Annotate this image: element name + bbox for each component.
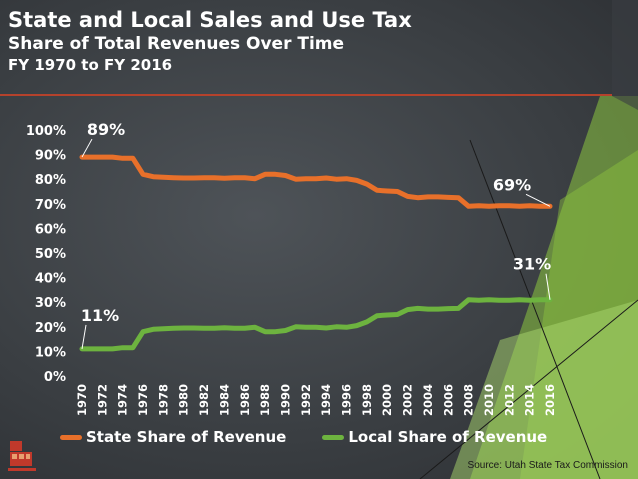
data-label: 89%: [87, 120, 125, 139]
legend-item-state: State Share of Revenue: [60, 428, 286, 446]
utah-map-logo-icon: [8, 441, 36, 471]
legend-label-local: Local Share of Revenue: [348, 428, 548, 446]
legend-label-state: State Share of Revenue: [86, 428, 287, 446]
decor-facet: [450, 300, 638, 479]
y-tick-label: 40%: [35, 272, 66, 287]
x-tick-label: 1984: [217, 384, 231, 416]
x-tick-label: 1994: [319, 384, 333, 416]
decor-green-shapes: [419, 0, 638, 479]
data-label-leader: [81, 138, 93, 158]
x-tick-label: 1998: [360, 384, 374, 416]
title-underline: [0, 94, 612, 96]
chart-subtitle: Share of Total Revenues Over Time: [8, 34, 345, 54]
x-tick-label: 1988: [258, 384, 272, 416]
y-tick-label: 70%: [35, 198, 66, 213]
y-tick-label: 0%: [44, 370, 66, 385]
legend-swatch-state: [60, 434, 82, 440]
x-tick-label: 2012: [502, 384, 516, 416]
title-block: State and Local Sales and Use Tax Share …: [8, 8, 412, 75]
y-tick-label: 50%: [35, 247, 66, 262]
data-label: 31%: [513, 255, 551, 274]
decor-facet: [612, 0, 638, 110]
x-tick-label: 1992: [299, 384, 313, 416]
x-tick-label: 2006: [441, 384, 455, 416]
x-tick-label: 1982: [197, 384, 211, 416]
data-label: 11%: [81, 306, 119, 325]
chart-legend: State Share of Revenue Local Share of Re…: [60, 428, 547, 446]
data-label-leader: [525, 193, 551, 207]
legend-item-local: Local Share of Revenue: [322, 428, 547, 446]
legend-swatch-local: [322, 434, 345, 440]
decor-line: [469, 139, 601, 479]
x-tick-label: 2010: [482, 384, 496, 416]
x-tick-label: 2000: [380, 384, 394, 416]
x-tick-label: 2004: [421, 384, 435, 416]
y-tick-label: 60%: [35, 222, 66, 237]
line-chart: 0% 10% 20% 30% 40% 50% 60% 70% 80% 90% 100% 1970 197…: [26, 120, 557, 416]
series-line-local: [79, 297, 553, 352]
x-tick-label: 1980: [177, 384, 191, 416]
y-tick-label: 20%: [35, 321, 66, 336]
y-tick-label: 80%: [35, 173, 66, 188]
data-label-leader: [545, 273, 551, 300]
x-tick-label: 1990: [278, 384, 292, 416]
x-tick-label: 2016: [543, 384, 557, 416]
x-tick-label: 1986: [238, 384, 252, 416]
x-tick-label: 2008: [462, 384, 476, 416]
chart-period: FY 1970 to FY 2016: [8, 56, 173, 74]
data-label-leader: [81, 324, 87, 350]
y-tick-label: 30%: [35, 296, 66, 311]
x-tick-label: 1976: [136, 384, 150, 416]
source-note: Source: Utah State Tax Commission: [467, 460, 628, 471]
chart-title: State and Local Sales and Use Tax: [8, 8, 412, 32]
x-tick-label: 1974: [116, 384, 130, 416]
x-tick-label: 1978: [156, 384, 170, 416]
y-tick-label: 10%: [35, 345, 66, 360]
series-line-state: [79, 154, 553, 209]
decor-line: [419, 299, 638, 479]
x-tick-label: 1972: [95, 384, 109, 416]
y-tick-label: 90%: [35, 149, 66, 164]
x-tick-label: 1996: [340, 384, 354, 416]
x-tick-label: 2002: [401, 384, 415, 416]
data-label: 69%: [493, 175, 531, 194]
x-tick-label: 1970: [75, 384, 89, 416]
x-tick-label: 2014: [523, 384, 537, 416]
y-tick-label: 100%: [26, 124, 66, 139]
